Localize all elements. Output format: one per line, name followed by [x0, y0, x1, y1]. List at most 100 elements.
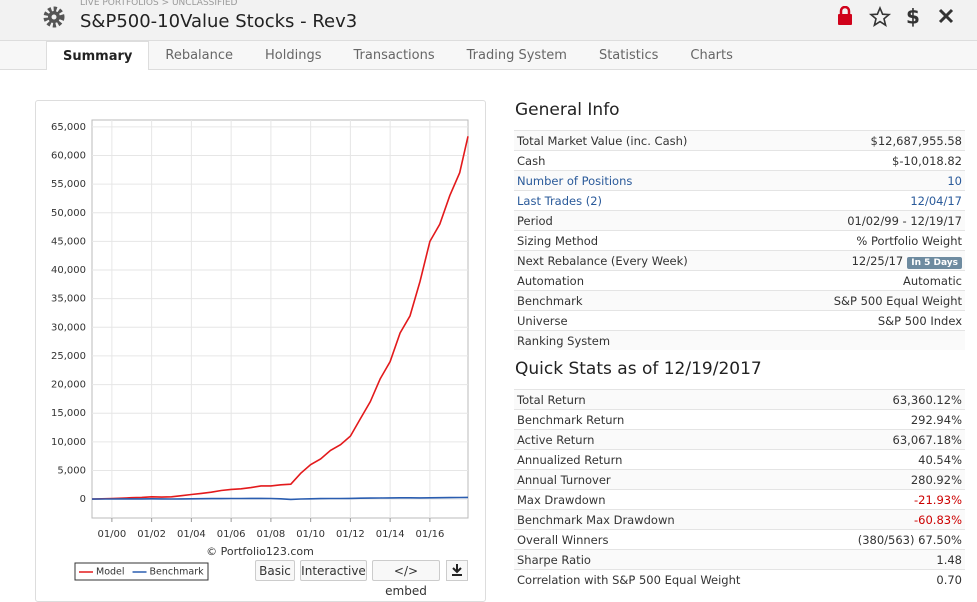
y-tick-label: 55,000: [51, 179, 86, 190]
x-tick-label: 01/16: [415, 529, 444, 540]
row-value: $12,687,955.58: [871, 134, 962, 148]
row-value: 12/04/17: [910, 194, 962, 208]
table-row: Number of Positions 10: [514, 170, 965, 190]
row-label[interactable]: Number of Positions: [517, 173, 633, 188]
y-tick-label: 35,000: [51, 294, 86, 305]
row-value: 63,360.12%: [893, 393, 962, 407]
y-tick-label: 15,000: [51, 408, 86, 419]
header: LIVE PORTFOLIOS > UNCLASSIFIED S&P500-10…: [0, 0, 977, 41]
row-label[interactable]: Last Trades (2): [517, 193, 603, 208]
value-text: -21.93%: [914, 492, 962, 507]
x-tick-label: 01/10: [296, 529, 325, 540]
y-tick-label: 40,000: [51, 265, 86, 276]
row-value: 280.92%: [911, 473, 962, 487]
row-value: Automatic: [903, 274, 962, 288]
value-text[interactable]: 10: [947, 173, 962, 188]
x-tick-label: 01/06: [217, 529, 246, 540]
table-row: Correlation with S&P 500 Equal Weight 0.7…: [514, 569, 965, 589]
value-text: 1.48: [936, 552, 962, 567]
y-tick-label: 10,000: [51, 437, 86, 448]
row-label: Annualized Return: [517, 452, 623, 467]
y-tick-label: 60,000: [51, 151, 86, 162]
x-tick-label: 01/00: [97, 529, 126, 540]
table-row: Cash $-10,018.82: [514, 150, 965, 170]
y-tick-label: 5,000: [57, 465, 86, 476]
row-value: 63,067.18%: [893, 433, 962, 447]
row-label: Sizing Method: [517, 233, 599, 248]
row-value: 40.54%: [918, 453, 962, 467]
section-title: Quick Stats as of 12/19/2017: [515, 359, 762, 379]
row-label: Universe: [517, 313, 568, 328]
row-label: Active Return: [517, 432, 595, 447]
table-row: Annual Turnover 280.92%: [514, 469, 965, 489]
value-text: 63,360.12%: [892, 392, 962, 407]
value-text: 12/25/17: [851, 253, 904, 268]
value-text: 0.70: [936, 572, 962, 587]
row-value: 12/25/17 In 5 Days: [851, 253, 962, 269]
chart: 0 5,000 10,000 15,000 20,000 25,000 30,000 35,0…: [51, 119, 469, 581]
row-value: 0.70: [936, 573, 962, 587]
table-row: Automation Automatic: [514, 270, 965, 290]
legend-label: Model: [96, 567, 125, 578]
y-tick-label: 50,000: [51, 208, 86, 219]
row-value: $-10,018.82: [892, 154, 962, 168]
tab[interactable]: Trading System: [466, 48, 567, 63]
row-value: 01/02/99 - 12/19/17: [847, 214, 962, 228]
value-text[interactable]: 12/04/17: [910, 193, 962, 208]
table-row: Active Return 63,067.18%: [514, 429, 965, 449]
chart-button[interactable]: </> embed: [372, 560, 440, 598]
row-value: (380/563) 67.50%: [858, 533, 962, 547]
value-text: 292.94%: [910, 412, 962, 427]
row-label: Benchmark Return: [517, 412, 625, 427]
page-title: S&P500-10Value Stocks - Rev3: [80, 11, 358, 32]
row-value: 292.94%: [911, 413, 962, 427]
settings-icon[interactable]: [42, 5, 66, 29]
table-row: Total Market Value (inc. Cash) $12,687,95…: [514, 130, 965, 150]
tab[interactable]: Holdings: [265, 48, 322, 63]
y-tick-label: 0: [80, 494, 86, 505]
chart-button[interactable]: Basic: [255, 560, 295, 581]
y-tick-label: 25,000: [51, 351, 86, 362]
value-text: (380/563) 67.50%: [857, 532, 962, 547]
tab[interactable]: Summary: [46, 41, 150, 70]
section-title: General Info: [515, 100, 620, 120]
chart-button[interactable]: Interactive: [300, 560, 367, 581]
general-info-table: Total Market Value (inc. Cash) $12,687,95…: [514, 130, 965, 350]
value-text: 01/02/99 - 12/19/17: [847, 213, 962, 228]
dollar-icon[interactable]: $: [906, 6, 920, 28]
value-text: $-10,018.82: [892, 153, 962, 168]
table-row: Sharpe Ratio 1.48: [514, 549, 965, 569]
row-label: Automation: [517, 273, 584, 288]
value-text: $12,687,955.58: [870, 133, 962, 148]
badge: In 5 Days: [907, 256, 962, 269]
row-label: Benchmark Max Drawdown: [517, 512, 675, 527]
table-row: Sizing Method % Portfolio Weight: [514, 230, 965, 250]
close-icon[interactable]: [938, 8, 954, 24]
x-tick-label: 01/08: [256, 529, 285, 540]
tab[interactable]: Statistics: [598, 48, 659, 63]
value-text: 280.92%: [910, 472, 962, 487]
data-line: [91, 136, 469, 500]
row-label: Ranking System: [517, 333, 611, 348]
x-tick-label: 01/12: [336, 529, 365, 540]
tab-bar: Summary Rebalance Holdings Transactions Trad…: [0, 41, 977, 70]
credit: © Portfolio123.com: [206, 545, 314, 558]
x-tick-label: 01/14: [376, 529, 405, 540]
table-row: Benchmark S&P 500 Equal Weight: [514, 290, 965, 310]
row-label: Total Return: [517, 392, 586, 407]
row-value: 1.48: [936, 553, 962, 567]
breadcrumb[interactable]: LIVE PORTFOLIOS > UNCLASSIFIED: [80, 0, 238, 8]
data-line: [91, 496, 469, 501]
lock-icon[interactable]: [838, 6, 852, 25]
download-button[interactable]: [446, 560, 468, 581]
star-icon[interactable]: [868, 6, 892, 27]
tab[interactable]: Rebalance: [165, 48, 234, 63]
quick-stats-table: Total Return 63,360.12% Benchmark Return 29…: [514, 389, 965, 589]
y-tick-label: 20,000: [51, 380, 86, 391]
table-row: Benchmark Return 292.94%: [514, 409, 965, 429]
table-row: Last Trades (2) 12/04/17: [514, 190, 965, 210]
row-value: -21.93%: [914, 493, 962, 507]
tab[interactable]: Transactions: [353, 48, 435, 63]
tab[interactable]: Charts: [690, 48, 733, 63]
